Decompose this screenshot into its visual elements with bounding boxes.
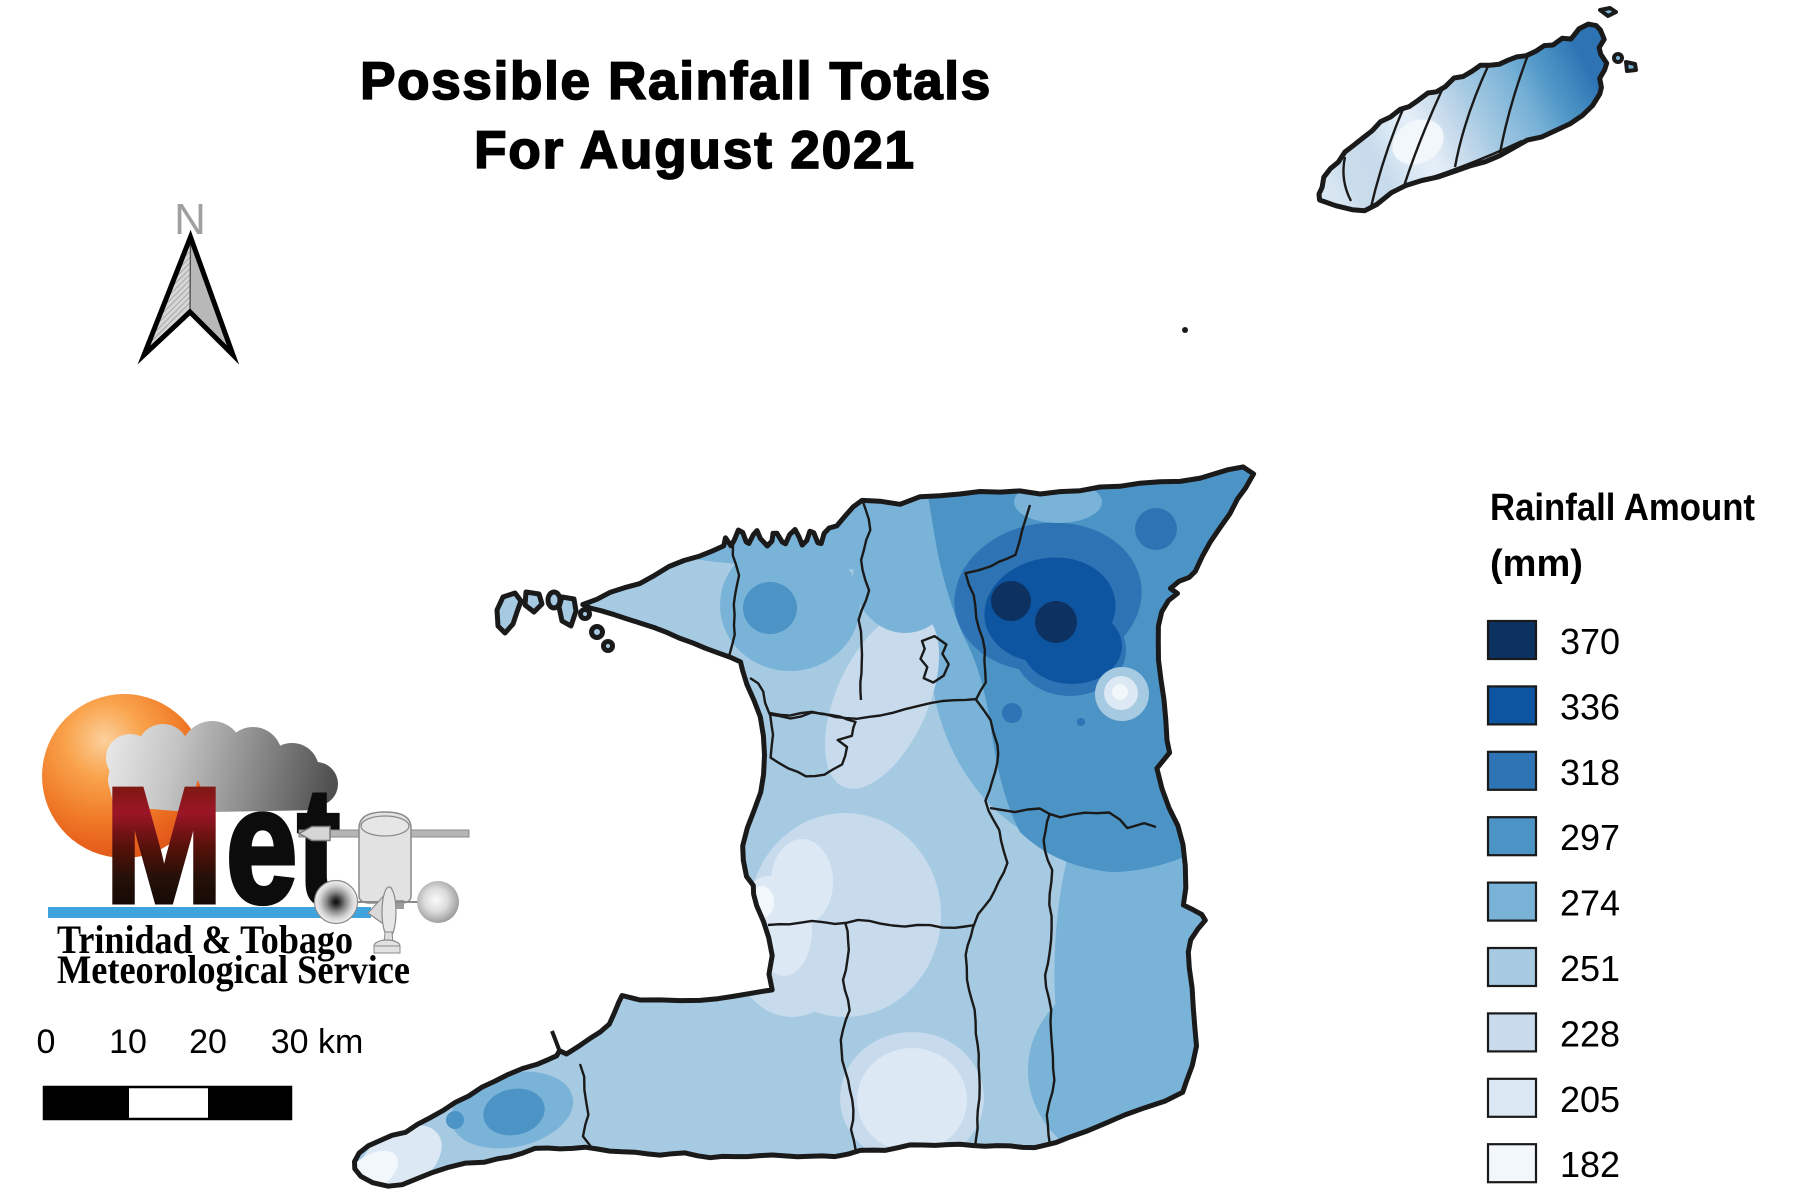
svg-text:336: 336 — [1560, 686, 1620, 727]
svg-text:10: 10 — [109, 1023, 147, 1061]
svg-text:228: 228 — [1560, 1013, 1620, 1054]
svg-text:297: 297 — [1560, 817, 1620, 858]
svg-text:For August 2021: For August 2021 — [474, 121, 916, 180]
svg-text:Meteorological Service: Meteorological Service — [57, 947, 410, 992]
svg-text:274: 274 — [1560, 883, 1620, 924]
svg-text:Rainfall Amount: Rainfall Amount — [1490, 487, 1755, 529]
svg-text:0: 0 — [37, 1023, 56, 1061]
svg-text:20: 20 — [189, 1023, 227, 1061]
svg-text:30 km: 30 km — [271, 1023, 364, 1061]
svg-text:(mm): (mm) — [1490, 543, 1583, 585]
svg-text:Trinidad & Tobago: Trinidad & Tobago — [57, 917, 353, 962]
svg-text:251: 251 — [1560, 948, 1620, 989]
svg-text:370: 370 — [1560, 621, 1620, 662]
svg-text:182: 182 — [1560, 1144, 1620, 1185]
svg-text:318: 318 — [1560, 752, 1620, 793]
svg-text:Possible Rainfall Totals: Possible Rainfall Totals — [360, 52, 992, 111]
svg-text:205: 205 — [1560, 1079, 1620, 1120]
